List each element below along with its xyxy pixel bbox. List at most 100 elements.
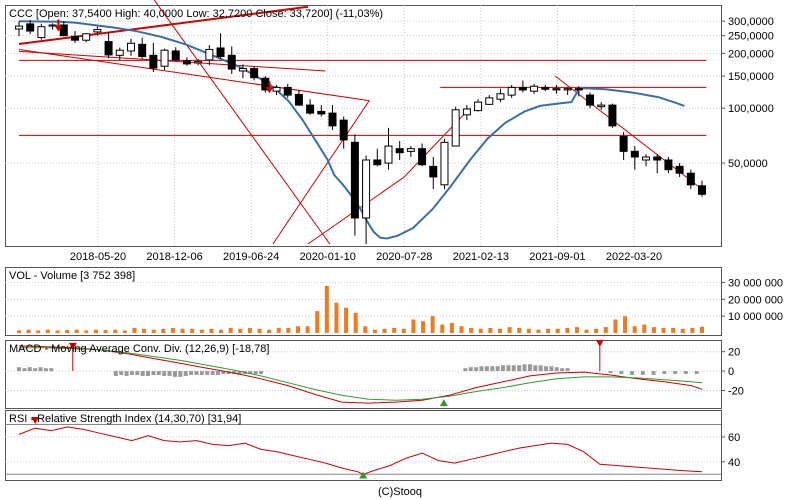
main-x-tick-label: 2022-03-20 (606, 251, 662, 263)
volume-y-tick-label: 30 000 000 (728, 277, 783, 289)
volume-header: VOL - Volume [3 752 398] (9, 270, 135, 282)
candle-body (507, 86, 516, 96)
macd-histogram-bar (140, 371, 145, 376)
candle-body (115, 49, 124, 56)
volume-y-tick-label: 20 000 000 (728, 294, 783, 306)
macd-histogram-bar (49, 368, 54, 372)
volume-bar (151, 329, 156, 333)
volume-bar (170, 327, 175, 333)
main-y-tick-label: 150,0000 (728, 71, 774, 83)
volume-bar (478, 328, 483, 333)
volume-bar (344, 307, 349, 333)
candle-body (328, 112, 337, 127)
volume-bar (132, 327, 137, 333)
volume-bar (392, 327, 397, 333)
main-x-tick-label: 2021-02-13 (453, 251, 509, 263)
macd-histogram-bar (38, 367, 43, 372)
macd-histogram-bar (630, 371, 635, 375)
main-x-tick-label: 2018-12-06 (146, 251, 202, 263)
macd-histogram-bar (119, 371, 124, 375)
macd-histogram-bar (146, 371, 151, 376)
candle-body (653, 156, 662, 161)
candle-body (698, 185, 706, 195)
volume-bar (190, 328, 195, 333)
macd-histogram-bar (506, 365, 511, 372)
volume-bar (497, 328, 502, 333)
candle-body (373, 159, 382, 166)
volume-bar (584, 329, 589, 333)
candle-body (474, 101, 483, 112)
volume-bar (305, 326, 310, 333)
macd-histogram-bar (17, 367, 21, 372)
candle-body (496, 93, 505, 100)
volume-bar (603, 327, 608, 333)
main-chart-header: CCC [Open: 37,5400 High: 40,0000 Low: 32… (9, 8, 383, 20)
rsi-sell-marker (31, 416, 40, 424)
macd-histogram-bar (162, 371, 167, 376)
volume-bar (17, 330, 21, 333)
volume-bar (161, 328, 166, 333)
candle-body (59, 24, 68, 37)
volume-bar (267, 329, 272, 333)
volume-bar (517, 327, 522, 333)
volume-bar (642, 324, 647, 333)
volume-bar (93, 329, 98, 333)
candle-body (429, 165, 438, 178)
candle-body (138, 43, 147, 58)
candle-body (26, 23, 35, 32)
volume-bar (276, 327, 281, 333)
macd-histogram-bar (694, 371, 699, 374)
candle-body (518, 86, 527, 91)
candle-body (205, 48, 214, 61)
candle-body (541, 86, 550, 90)
volume-bar (26, 329, 31, 333)
candle-body (675, 165, 684, 174)
candle-body (406, 148, 415, 152)
macd-histogram-bar (533, 365, 538, 372)
main-x-tick-label: 2018-05-20 (70, 251, 126, 263)
volume-y-tick-label: 10 000 000 (728, 311, 783, 323)
macd-histogram-bar (527, 364, 532, 372)
panel-frame-rsi (5, 410, 722, 481)
candle-body (15, 25, 23, 30)
volume-bar (324, 285, 329, 333)
volume-bar (257, 328, 262, 333)
candle-body (350, 141, 359, 219)
macd-histogram-bar (221, 371, 226, 374)
trend-line (272, 100, 370, 245)
candle-body (597, 104, 606, 108)
rsi-y-tick-label: 60 (728, 432, 740, 444)
candle-body (530, 85, 539, 92)
macd-histogram-bar (27, 367, 32, 372)
volume-bar (526, 328, 531, 333)
volume-bar (353, 312, 358, 333)
volume-bar (315, 311, 320, 333)
candle-body (238, 68, 247, 72)
volume-bar (488, 327, 493, 333)
volume-bar (228, 327, 233, 333)
trend-line (153, 0, 331, 245)
volume-bar (671, 327, 676, 333)
candle-body (362, 159, 371, 219)
volume-bar (546, 328, 551, 333)
volume-bar (209, 328, 214, 333)
macd-histogram-bar (463, 368, 468, 372)
main-y-tick-label: 300,0000 (728, 16, 774, 28)
macd-histogram-bar (501, 365, 506, 372)
candle-body (93, 29, 102, 33)
macd-histogram-bar (22, 368, 27, 372)
rsi-header: RSI - Relative Strength Index (14,30,70)… (9, 413, 241, 425)
macd-sell-marker (68, 342, 77, 350)
macd-histogram-bar (237, 371, 242, 375)
macd-histogram-bar (474, 367, 479, 372)
macd-histogram-bar (608, 371, 613, 374)
trend-line (18, 48, 370, 102)
candle-body (574, 88, 583, 91)
volume-bar (469, 327, 474, 333)
volume-bar (594, 328, 599, 333)
candle-body (283, 86, 292, 96)
main-x-tick-label: 2019-06-24 (223, 251, 279, 263)
volume-bar (36, 330, 41, 333)
candle-body (149, 54, 158, 69)
